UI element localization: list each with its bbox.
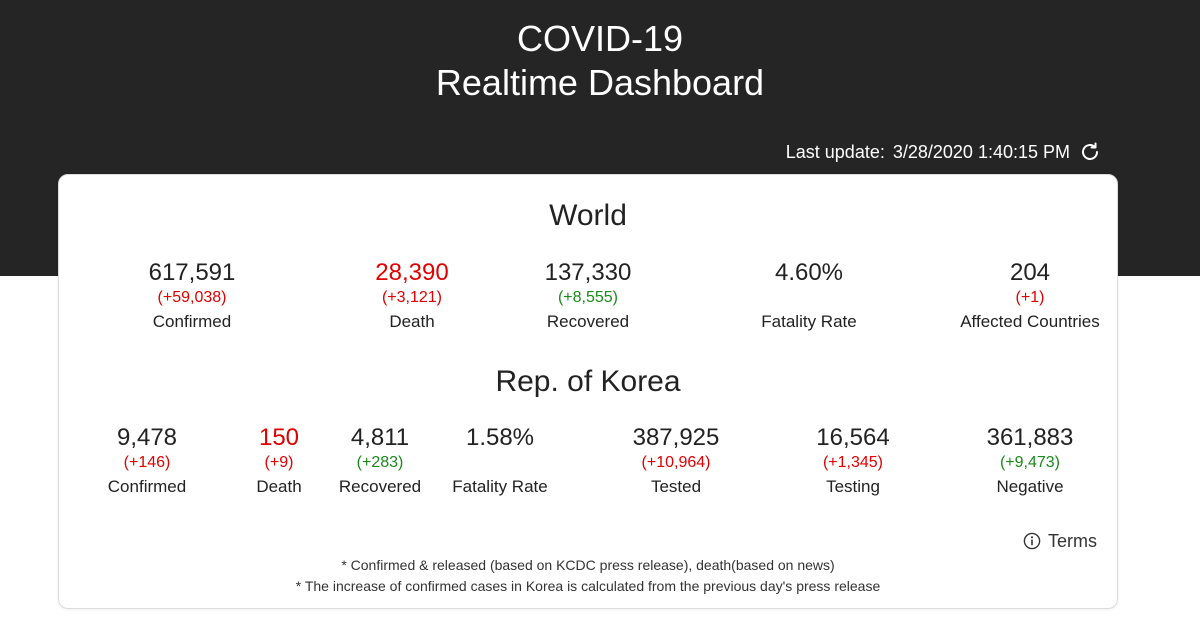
last-update-label: Last update: (785, 142, 885, 162)
stat-label: Death (256, 477, 302, 496)
refresh-icon[interactable] (1078, 140, 1102, 164)
korea-tested-stat: 387,925 (+10,964) Tested (576, 424, 776, 498)
dashboard-subtitle: Realtime Dashboard (435, 62, 765, 103)
stat-label: Death (389, 312, 435, 331)
stat-delta: (+283) (356, 454, 404, 471)
dashboard-card: World 617,591 (+59,038) Confirmed 28,390… (58, 174, 1118, 609)
stat-delta: (+9,473) (999, 454, 1061, 471)
stat-delta: (+10,964) (641, 454, 711, 471)
stat-delta: (+3,121) (381, 289, 443, 306)
stat-label: Fatality Rate (452, 477, 548, 496)
stat-label: Confirmed (152, 312, 232, 331)
world-title: World (549, 199, 627, 232)
world-countries-stat: 204 (+1) Affected Countries (930, 259, 1130, 333)
stat-delta (400, 453, 600, 473)
korea-negative-stat: 361,883 (+9,473) Negative (930, 424, 1130, 498)
stat-delta: (+1,345) (822, 454, 884, 471)
last-update-value: 3/28/2020 1:40:15 PM (892, 142, 1070, 162)
stat-value: 617,591 (148, 259, 236, 286)
korea-recovered-stat: 4,811 (+283) Recovered (280, 424, 480, 498)
stat-label: Fatality Rate (761, 312, 857, 331)
stat-label: Recovered (546, 312, 630, 331)
world-fatality-stat: 4.60% Fatality Rate (709, 259, 909, 333)
stat-value: 9,478 (116, 424, 178, 451)
stat-value: 361,883 (986, 424, 1074, 451)
stat-value: 4.60% (774, 259, 844, 286)
stat-label: Tested (650, 477, 702, 496)
stat-value: 4,811 (350, 424, 410, 451)
korea-death-stat: 150 (+9) Death (179, 424, 379, 498)
last-update: Last update: 3/28/2020 1:40:15 PM (786, 139, 1102, 165)
stat-delta (709, 288, 909, 308)
world-confirmed-stat: 617,591 (+59,038) Confirmed (92, 259, 292, 333)
stat-delta: (+9) (264, 454, 294, 471)
stat-delta: (+8,555) (557, 289, 619, 306)
korea-testing-stat: 16,564 (+1,345) Testing (753, 424, 953, 498)
stat-value: 387,925 (632, 424, 720, 451)
dashboard-title: COVID-19 (516, 18, 684, 59)
stat-label: Confirmed (107, 477, 187, 496)
terms-link[interactable]: Terms (1023, 529, 1097, 553)
stat-value: 28,390 (375, 259, 449, 286)
info-icon (1023, 532, 1041, 550)
stat-value: 137,330 (544, 259, 632, 286)
stat-value: 150 (258, 424, 300, 451)
footnote: * Confirmed & released (based on KCDC pr… (341, 557, 835, 573)
stat-delta: (+59,038) (157, 289, 227, 306)
stat-delta: (+1) (1015, 289, 1045, 306)
world-recovered-stat: 137,330 (+8,555) Recovered (488, 259, 688, 333)
terms-label: Terms (1048, 531, 1097, 551)
korea-fatality-stat: 1.58% Fatality Rate (400, 424, 600, 498)
korea-title: Rep. of Korea (495, 365, 681, 398)
stat-label: Recovered (338, 477, 422, 496)
stat-value: 16,564 (816, 424, 890, 451)
world-death-stat: 28,390 (+3,121) Death (312, 259, 512, 333)
stat-delta: (+146) (123, 454, 171, 471)
stat-label: Negative (996, 477, 1064, 496)
stat-value: 1.58% (465, 424, 535, 451)
stat-value: 204 (1009, 259, 1051, 286)
stat-label: Testing (826, 477, 880, 496)
korea-confirmed-stat: 9,478 (+146) Confirmed (47, 424, 247, 498)
footnote: * The increase of confirmed cases in Kor… (295, 578, 881, 594)
stat-label: Affected Countries (960, 312, 1100, 331)
